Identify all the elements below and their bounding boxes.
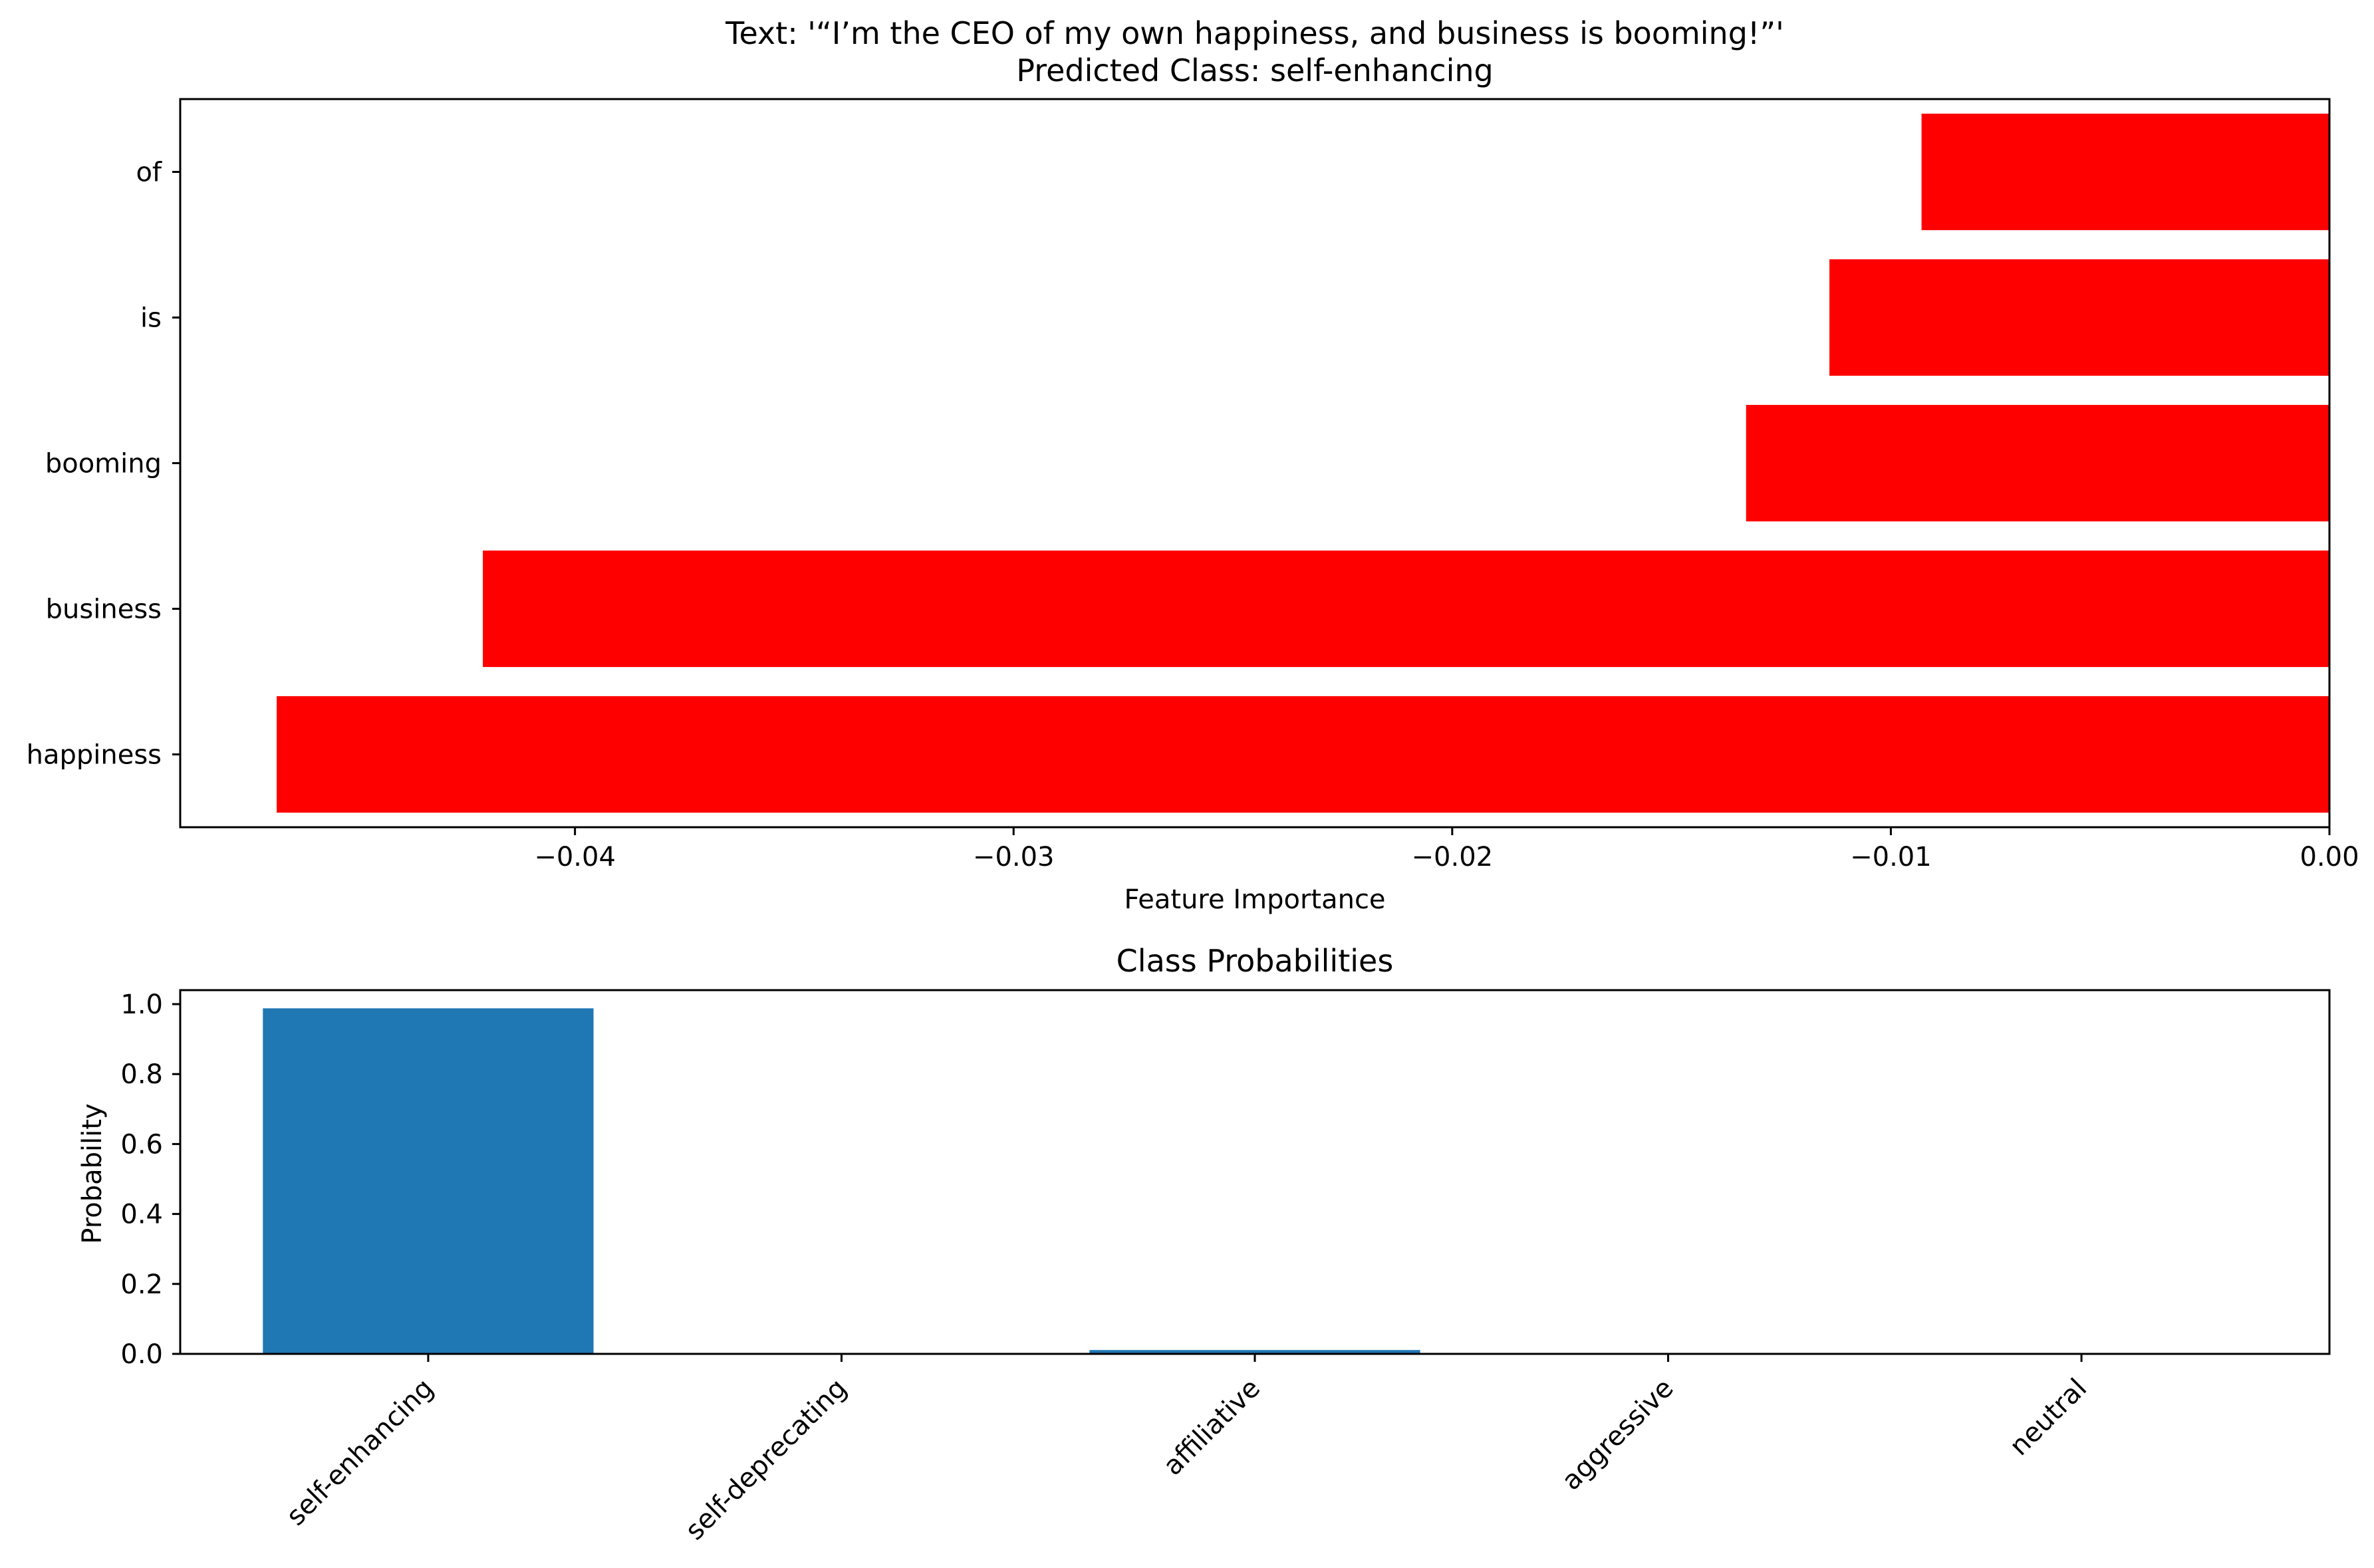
y-tick-label: is	[140, 303, 162, 334]
y-tick-label: business	[46, 594, 162, 625]
y-tick-label: 0.6	[120, 1129, 163, 1160]
y-tick-label: 0.2	[120, 1269, 163, 1300]
y-tick-label: booming	[45, 449, 162, 479]
bar-business	[483, 550, 2329, 668]
x-tick-label: −0.02	[1412, 842, 1494, 872]
probability-chart-title: Class Probabilities	[1117, 943, 1394, 979]
bar-affiliative	[1089, 1350, 1420, 1354]
bar-happiness	[277, 696, 2330, 813]
x-tick-label: −0.04	[534, 842, 616, 872]
feature-chart-title-line2: Predicted Class: self-enhancing	[1016, 53, 1493, 88]
feature-bars	[277, 113, 2330, 813]
y-tick-label: happiness	[27, 740, 162, 771]
y-tick-label: 0.4	[120, 1200, 163, 1230]
y-tick-label: 1.0	[120, 989, 163, 1020]
probability-y-axis-label: Probability	[77, 1103, 108, 1243]
probability-y-ticks: 0.0 0.2 0.4 0.6 0.8 1.0	[120, 989, 180, 1370]
bar-self-enhancing	[263, 1008, 594, 1354]
feature-chart-title-line1: Text: '“I’m the CEO of my own happiness,…	[725, 15, 1784, 51]
feature-x-ticks: −0.04 −0.03 −0.02 −0.01 0.00	[534, 827, 2359, 872]
bar-is	[1829, 259, 2329, 376]
y-tick-label: 0.8	[120, 1059, 163, 1090]
y-tick-label: 0.0	[120, 1339, 163, 1370]
x-tick-label: −0.03	[973, 842, 1055, 872]
feature-y-ticks: of is booming business happiness	[27, 158, 180, 771]
bar-of	[1921, 113, 2329, 231]
bar-booming	[1746, 404, 2329, 522]
x-tick-label: 0.00	[2300, 842, 2359, 872]
feature-x-axis-label: Feature Importance	[1124, 884, 1385, 915]
feature-importance-chart: Text: '“I’m the CEO of my own happiness,…	[27, 15, 2359, 915]
y-tick-label: of	[136, 158, 162, 188]
x-tick-label: −0.01	[1850, 842, 1932, 872]
